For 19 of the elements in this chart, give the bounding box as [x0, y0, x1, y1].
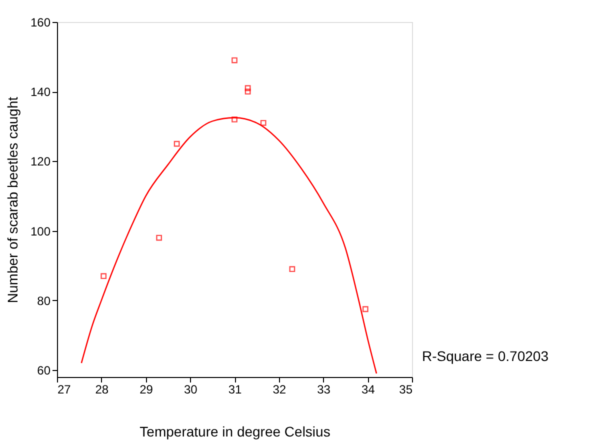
y-tick-label: 80	[37, 294, 51, 308]
y-tick-label: 100	[30, 224, 51, 238]
x-tick-label: 27	[58, 382, 72, 396]
x-tick-label: 32	[272, 382, 286, 396]
x-tick-label: 29	[140, 382, 154, 396]
x-tick-label: 31	[228, 382, 242, 396]
x-tick-label: 35	[399, 382, 413, 396]
line-series	[80, 117, 378, 374]
x-tick-label: 34	[361, 382, 376, 396]
y-tick-label: 140	[30, 85, 51, 100]
x-tick-label: 28	[95, 382, 109, 396]
y-tick-label: 120	[30, 154, 51, 169]
x-tick-label: 33	[317, 382, 331, 396]
x-axis-title: Temperature in degree Celsius	[140, 424, 330, 440]
text: R-Square = 0.70203	[422, 348, 549, 364]
y-tick-label: 60	[37, 364, 51, 378]
x-tick-label: 30	[184, 382, 198, 396]
y-axis-title: Number of scarab beetles caught	[4, 96, 20, 304]
y-tick-label: 160	[30, 16, 51, 30]
